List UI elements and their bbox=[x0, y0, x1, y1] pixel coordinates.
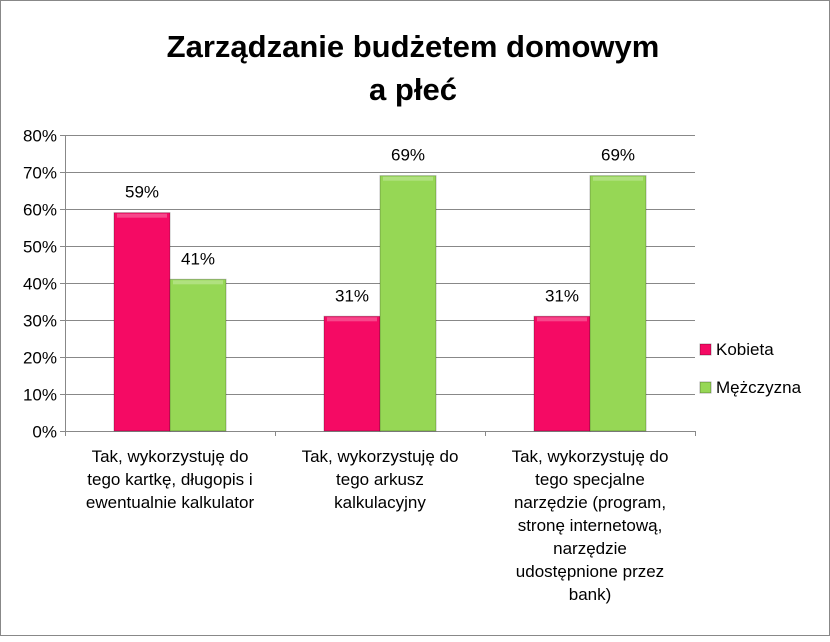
bar-kobieta bbox=[323, 315, 381, 432]
data-label: 69% bbox=[391, 146, 425, 165]
legend-swatch-mezczyzna bbox=[699, 381, 712, 394]
x-tick-label: ewentualnie kalkulator bbox=[86, 493, 255, 512]
x-tick-label: Tak, wykorzystuję do bbox=[512, 447, 669, 466]
x-tick-label: tego arkusz bbox=[336, 470, 424, 489]
data-label: 59% bbox=[125, 183, 159, 202]
x-tick-label: bank) bbox=[569, 585, 612, 604]
x-tick-label: narzędzie (program, bbox=[514, 493, 666, 512]
y-tick-label: 20% bbox=[23, 349, 57, 368]
y-tick-label: 80% bbox=[23, 127, 57, 146]
data-label: 69% bbox=[601, 146, 635, 165]
y-tick-label: 10% bbox=[23, 386, 57, 405]
chart-title-line-2: a płeć bbox=[369, 72, 457, 107]
y-tick-label: 0% bbox=[32, 423, 57, 442]
bar-kobieta bbox=[533, 315, 591, 432]
x-tick-label: stronę internetową, bbox=[518, 516, 663, 535]
bar-bevel bbox=[537, 317, 587, 322]
bar-bevel bbox=[383, 176, 433, 181]
y-tick-label: 50% bbox=[23, 238, 57, 257]
y-tick-label: 60% bbox=[23, 201, 57, 220]
x-tick-label: tego specjalne bbox=[535, 470, 645, 489]
bar-bevel bbox=[327, 317, 377, 322]
legend-label: Kobieta bbox=[716, 340, 774, 359]
x-tick-label: Tak, wykorzystuję do bbox=[92, 447, 249, 466]
data-label: 41% bbox=[181, 249, 215, 268]
x-tick-label: Tak, wykorzystuję do bbox=[302, 447, 459, 466]
data-label: 31% bbox=[335, 286, 369, 305]
data-label: 31% bbox=[545, 286, 579, 305]
x-tick-label: narzędzie bbox=[553, 539, 627, 558]
y-tick-label: 40% bbox=[23, 275, 57, 294]
y-tick-label: 70% bbox=[23, 164, 57, 183]
bar-bevel bbox=[593, 176, 643, 181]
bar-mezczyzna bbox=[379, 175, 437, 432]
bar-mezczyzna bbox=[589, 175, 647, 432]
bar-kobieta bbox=[113, 212, 171, 432]
x-tick-label: kalkulacyjny bbox=[334, 493, 426, 512]
x-tick-label: udostępnione przez bbox=[516, 562, 664, 581]
bar-mezczyzna bbox=[169, 278, 227, 432]
legend-label: Mężczyzna bbox=[716, 378, 802, 397]
bar-bevel bbox=[117, 213, 167, 218]
bar-bevel bbox=[173, 280, 223, 285]
chart-title-line-1: Zarządzanie budżetem domowym bbox=[167, 29, 660, 64]
y-tick-label: 30% bbox=[23, 312, 57, 331]
x-tick-label: tego kartkę, długopis i bbox=[87, 470, 252, 489]
legend-swatch-kobieta bbox=[699, 343, 712, 356]
